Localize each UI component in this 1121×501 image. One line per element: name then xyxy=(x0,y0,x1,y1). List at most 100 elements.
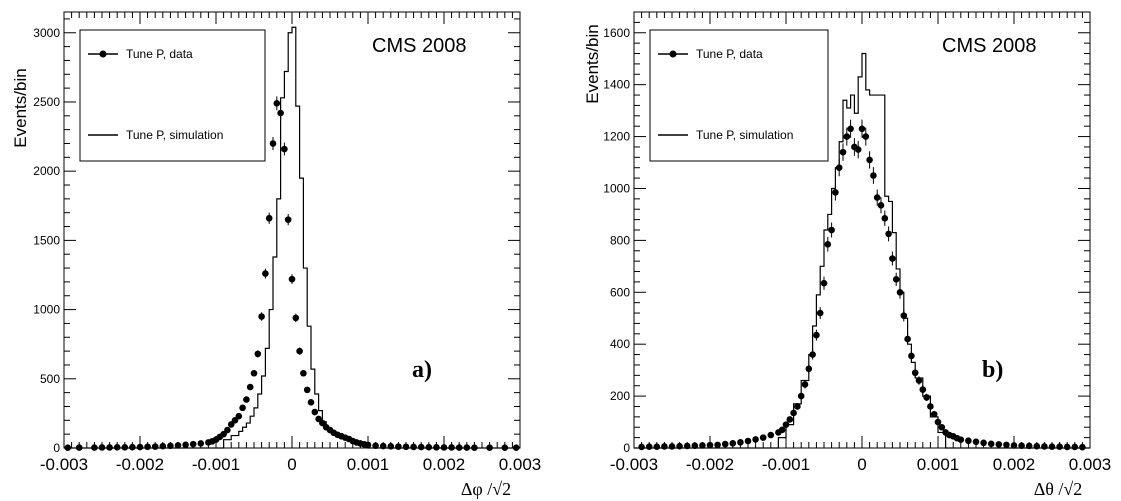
data-point xyxy=(858,119,866,138)
data-marker xyxy=(246,383,254,391)
legend-data-marker-b xyxy=(669,50,677,58)
data-marker xyxy=(463,444,471,451)
data-point xyxy=(292,313,300,323)
data-marker xyxy=(908,352,915,360)
data-point xyxy=(816,307,824,319)
data-marker xyxy=(828,226,835,234)
data-point xyxy=(908,350,915,361)
x-tick-label: -0.003 xyxy=(40,455,88,474)
data-point xyxy=(683,442,691,450)
data-point xyxy=(387,443,395,450)
data-point xyxy=(699,442,706,449)
data-marker xyxy=(402,443,410,451)
data-marker xyxy=(995,441,1003,448)
data-point xyxy=(980,439,987,447)
data-marker xyxy=(440,444,448,451)
data-marker xyxy=(892,276,900,283)
data-point xyxy=(645,443,653,451)
data-point xyxy=(433,444,440,451)
data-point xyxy=(258,312,265,321)
data-marker xyxy=(113,444,121,451)
panel-label-a: a) xyxy=(412,357,432,383)
legend-data-label-b: Tune P, data xyxy=(696,47,763,61)
data-marker xyxy=(250,369,258,377)
data-point xyxy=(995,441,1003,448)
y-tick-label: 0 xyxy=(623,441,630,455)
data-marker xyxy=(379,442,387,450)
data-marker xyxy=(239,404,246,412)
data-marker xyxy=(98,444,106,451)
data-point xyxy=(106,444,113,451)
data-point xyxy=(262,268,269,279)
legend-box-a xyxy=(79,29,266,162)
data-point xyxy=(425,443,433,451)
data-marker xyxy=(847,125,854,133)
data-point xyxy=(1071,443,1079,451)
data-marker xyxy=(683,442,691,450)
data-point xyxy=(786,416,794,423)
data-point xyxy=(930,410,938,418)
data-marker xyxy=(965,437,972,445)
y-axis-label-b: Events/bin xyxy=(583,24,602,103)
data-point xyxy=(900,309,908,322)
y-tick-label: 1200 xyxy=(603,130,630,144)
y-tick-label: 1400 xyxy=(603,78,630,92)
data-marker xyxy=(471,444,478,452)
y-tick-label: 800 xyxy=(610,233,630,247)
data-marker xyxy=(782,421,790,428)
data-point xyxy=(75,444,83,451)
data-marker xyxy=(721,440,729,448)
x-tick-label: 0.003 xyxy=(499,455,542,474)
data-marker xyxy=(1063,443,1071,451)
data-marker xyxy=(189,440,197,448)
data-point xyxy=(189,440,197,448)
x-axis-label-b: Δθ /√2 xyxy=(1034,479,1083,499)
data-marker xyxy=(790,409,797,417)
data-marker xyxy=(448,444,455,451)
data-point xyxy=(972,438,980,446)
y-tick-label: 1500 xyxy=(33,233,60,247)
data-point xyxy=(809,349,816,360)
data-point xyxy=(832,184,839,201)
x-tick-label: 0 xyxy=(287,455,296,474)
data-point xyxy=(182,441,189,449)
data-point xyxy=(235,412,243,420)
data-point xyxy=(1063,443,1071,451)
y-tick-label: 0 xyxy=(53,441,60,455)
data-point xyxy=(923,393,930,402)
data-point xyxy=(919,385,927,394)
data-marker xyxy=(224,426,231,434)
data-marker xyxy=(296,347,303,355)
x-tick-label: 0 xyxy=(857,455,866,474)
data-point xyxy=(1025,442,1033,450)
chart-panel-a: -0.003 -0.002 -0.001 0 0.001 0.002 0.003 0 500 10… xyxy=(11,11,542,499)
data-marker xyxy=(661,443,668,450)
data-point xyxy=(820,276,828,290)
data-point xyxy=(854,140,862,159)
data-point xyxy=(987,440,995,448)
data-point xyxy=(273,96,281,111)
data-point xyxy=(661,443,668,450)
data-marker xyxy=(987,440,995,448)
data-point xyxy=(965,437,972,445)
experiment-label-b: CMS 2008 xyxy=(942,35,1037,57)
data-marker xyxy=(919,386,927,393)
legend-box-b xyxy=(649,29,829,162)
data-point xyxy=(797,392,805,400)
data-marker xyxy=(425,443,433,451)
x-tick-label: -0.001 xyxy=(192,455,240,474)
data-marker xyxy=(957,436,965,443)
data-point xyxy=(1048,443,1056,451)
data-point xyxy=(691,442,699,449)
data-marker xyxy=(288,275,296,283)
data-point xyxy=(246,383,254,391)
data-point xyxy=(265,212,273,224)
data-marker xyxy=(877,202,885,209)
data-marker xyxy=(870,172,877,179)
data-point xyxy=(927,403,934,410)
data-point xyxy=(440,444,448,451)
data-marker xyxy=(303,386,311,394)
data-marker xyxy=(300,369,307,377)
legend-data-marker-a xyxy=(99,50,107,58)
data-marker xyxy=(1041,443,1048,450)
